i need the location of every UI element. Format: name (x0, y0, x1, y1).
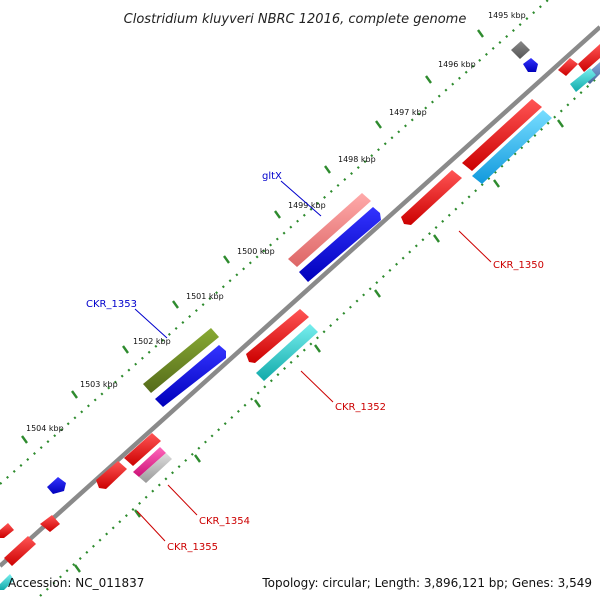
genome-summary: Topology: circular; Length: 3,896,121 bp… (261, 576, 592, 590)
tick-label: 1501 kbp (186, 292, 224, 301)
tick-label: 1496 kbp (438, 60, 476, 69)
gene-ckr1353 (143, 328, 219, 393)
callout-ckr1355 (136, 510, 166, 542)
gene-labels: gltX CKR_1353 CKR_1350 CKR_1352 CKR_1354… (86, 171, 544, 553)
gene-gltx (288, 193, 371, 267)
gene-feature (570, 68, 596, 92)
gene-feature (578, 44, 600, 72)
tick-label: 1503 kbp (80, 380, 118, 389)
callout-ckr1354 (167, 484, 198, 516)
tick-labels: 1495 kbp 1496 kbp 1497 kbp 1498 kbp 1499… (26, 11, 526, 433)
gene-label-gltx: gltX (262, 171, 282, 182)
callout-ckr1353 (134, 308, 168, 339)
gene-ckr1352-b (256, 324, 318, 381)
gene-ckr1353-blue (155, 345, 226, 407)
gene-ckr1350-b (472, 110, 552, 184)
genes (0, 41, 600, 590)
gene-label-ckr1354: CKR_1354 (199, 516, 250, 527)
gene-ckr1354-b (133, 447, 166, 477)
tick-label: 1499 kbp (288, 201, 326, 210)
inner-major-ticks (74, 119, 564, 573)
gene-ckr1350-c (401, 170, 462, 225)
tick-label: 1495 kbp (488, 11, 526, 20)
gene-feature (47, 477, 66, 494)
gene-ckr1355 (96, 461, 127, 489)
gene-feature (558, 58, 578, 76)
gene-ckr1352-a (246, 309, 309, 363)
tick-label: 1497 kbp (389, 108, 427, 117)
gene-feature (4, 536, 36, 566)
accession-label: Accession: NC_011837 (8, 576, 144, 590)
tick-label: 1498 kbp (338, 155, 376, 164)
gene-label-ckr1355: CKR_1355 (167, 542, 218, 553)
gene-label-ckr1350: CKR_1350 (493, 260, 544, 271)
major-ticks (21, 29, 484, 444)
gene-feature (523, 58, 538, 72)
gene-ckr1350-a (462, 99, 542, 171)
map-title: Clostridium kluyveri NBRC 12016, complet… (124, 12, 467, 27)
gene-gltx-blue (299, 207, 381, 282)
gene-label-ckr1353: CKR_1353 (86, 299, 137, 310)
outer-tick-track (0, 0, 549, 485)
genome-backbone (0, 25, 600, 568)
tick-label: 1502 kbp (133, 337, 171, 346)
gene-ckr1354-a (124, 433, 161, 466)
gene-feature (0, 523, 14, 538)
tick-label: 1500 kbp (237, 247, 275, 256)
tick-label: 1504 kbp (26, 424, 64, 433)
gene-label-ckr1352: CKR_1352 (335, 402, 386, 413)
callout-lines (134, 180, 492, 542)
callout-ckr1352 (300, 370, 334, 403)
callout-ckr1350 (458, 230, 492, 263)
gene-feature (0, 574, 14, 590)
gene-feature (40, 515, 60, 532)
gene-feature (511, 41, 530, 59)
inner-tick-track (39, 74, 600, 597)
gene-ckr1354-c (139, 453, 172, 483)
callout-gltx (280, 180, 322, 217)
